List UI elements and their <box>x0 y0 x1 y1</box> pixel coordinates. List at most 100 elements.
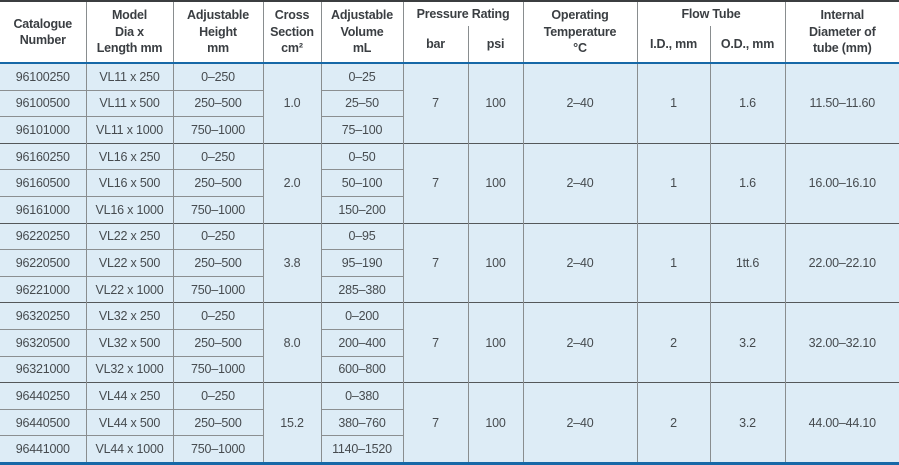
internal-diameter-cell: 32.00–32.10 <box>784 302 899 383</box>
adjustable-volume-cell: 25–50 <box>320 89 403 117</box>
adjustable-volume-cell: 200–400 <box>320 328 403 357</box>
table-row: 96101000 VL11 x 1000 750–1000 75–100 <box>0 116 899 144</box>
header-line: Section <box>270 24 314 39</box>
catalogue-number-cell: 96100250 <box>0 61 86 91</box>
header-line: Adjustable <box>331 8 393 23</box>
adjustable-volume-cell: 95–190 <box>320 249 403 277</box>
model-group-vl11: 96100250 VL11 x 250 0–250 1.0 0–25 7 100… <box>0 61 899 144</box>
table-row: 96161000 VL16 x 1000 750–1000 150–200 <box>0 195 899 224</box>
column-header-adjustable-volume: Adjustable Volume mL <box>320 1 403 63</box>
adjustable-height-cell: 750–1000 <box>172 195 263 224</box>
column-header-od-mm: O.D., mm <box>709 26 786 63</box>
catalogue-number-cell: 96220250 <box>0 222 86 250</box>
column-header-internal-diameter: Internal Diameter of tube (mm) <box>784 1 899 63</box>
model-group-vl44: 96440250 VL44 x 250 0–250 15.2 0–380 7 1… <box>0 382 899 464</box>
internal-diameter-cell: 16.00–16.10 <box>784 142 899 224</box>
flow-od-cell: 3.2 <box>709 302 786 383</box>
adjustable-volume-cell: 50–100 <box>320 169 403 197</box>
flow-id-cell: 2 <box>636 382 710 464</box>
pressure-psi-cell: 100 <box>467 382 523 464</box>
catalogue-number-cell: 96321000 <box>0 355 86 383</box>
pressure-psi-cell: 100 <box>467 302 523 383</box>
header-line: mL <box>352 41 372 56</box>
table-row: 96100500 VL11 x 500 250–500 25–50 <box>0 89 899 117</box>
catalogue-number-cell: 96160500 <box>0 169 86 197</box>
table-row: 96321000 VL32 x 1000 750–1000 600–800 <box>0 355 899 383</box>
header-line: Volume <box>340 24 384 39</box>
header-line: °C <box>573 41 587 56</box>
adjustable-volume-cell: 600–800 <box>320 355 403 383</box>
operating-temperature-cell: 2–40 <box>522 302 637 383</box>
flow-od-cell: 1.6 <box>709 142 786 224</box>
column-header-id-mm: I.D., mm <box>636 26 710 63</box>
header-line: Internal <box>820 8 865 23</box>
table-row: 96221000 VL22 x 1000 750–1000 285–380 <box>0 275 899 303</box>
model-group-vl32: 96320250 VL32 x 250 0–250 8.0 0–200 7 10… <box>0 302 899 383</box>
table-row: 96320250 VL32 x 250 0–250 8.0 0–200 7 10… <box>0 302 899 383</box>
header-line: Model <box>111 8 148 23</box>
adjustable-height-cell: 750–1000 <box>172 355 263 383</box>
header-line: Height <box>199 24 237 39</box>
adjustable-height-cell: 250–500 <box>172 328 263 357</box>
model-cell: VL11 x 1000 <box>85 116 173 144</box>
adjustable-volume-cell: 75–100 <box>320 116 403 144</box>
table-row: 96440250 VL44 x 250 0–250 15.2 0–380 7 1… <box>0 382 899 464</box>
pressure-bar-cell: 7 <box>402 142 468 224</box>
pressure-psi-cell: 100 <box>467 61 523 144</box>
catalogue-number-cell: 96320250 <box>0 302 86 330</box>
flow-od-cell: 1tt.6 <box>709 222 786 303</box>
pressure-psi-cell: 100 <box>467 142 523 224</box>
adjustable-height-cell: 0–250 <box>172 61 263 91</box>
model-group-vl22: 96220250 VL22 x 250 0–250 3.8 0–95 7 100… <box>0 222 899 303</box>
cross-section-cell: 15.2 <box>262 382 321 464</box>
table-row: 96320500 VL32 x 500 250–500 200–400 <box>0 328 899 357</box>
catalogue-number-cell: 96101000 <box>0 116 86 144</box>
pressure-bar-cell: 7 <box>402 61 468 144</box>
header-line: Temperature <box>543 24 617 39</box>
pressure-psi-cell: 100 <box>467 222 523 303</box>
adjustable-height-cell: 0–250 <box>172 302 263 330</box>
model-cell: VL11 x 250 <box>85 61 173 91</box>
header-line: Operating <box>551 8 609 23</box>
header-line: cm² <box>281 41 303 56</box>
column-header-psi: psi <box>467 26 523 63</box>
internal-diameter-cell: 44.00–44.10 <box>784 382 899 464</box>
flow-id-cell: 1 <box>636 142 710 224</box>
adjustable-volume-cell: 1140–1520 <box>320 435 403 464</box>
flow-od-cell: 1.6 <box>709 61 786 144</box>
model-cell: VL22 x 250 <box>85 222 173 250</box>
model-cell: VL32 x 1000 <box>85 355 173 383</box>
pressure-bar-cell: 7 <box>402 382 468 464</box>
column-header-cross-section: Cross Section cm² <box>262 1 321 63</box>
header-line: tube (mm) <box>812 41 872 56</box>
cross-section-cell: 1.0 <box>262 61 321 144</box>
header-line: Dia x <box>115 24 144 39</box>
catalogue-number-cell: 96441000 <box>0 435 86 464</box>
header-line: Cross <box>274 8 310 23</box>
internal-diameter-cell: 11.50–11.60 <box>784 61 899 144</box>
model-cell: VL44 x 500 <box>85 408 173 436</box>
adjustable-height-cell: 0–250 <box>172 382 263 410</box>
header-line: Catalogue <box>13 16 73 31</box>
table-row: 96100250 VL11 x 250 0–250 1.0 0–25 7 100… <box>0 61 899 144</box>
catalogue-number-cell: 96440250 <box>0 382 86 410</box>
catalogue-number-cell: 96161000 <box>0 195 86 224</box>
column-header-pressure-rating: Pressure Rating <box>402 1 523 26</box>
operating-temperature-cell: 2–40 <box>522 61 637 144</box>
catalogue-number-cell: 96440500 <box>0 408 86 436</box>
catalogue-number-cell: 96100500 <box>0 89 86 117</box>
table-row: 96440500 VL44 x 500 250–500 380–760 <box>0 408 899 436</box>
adjustable-volume-cell: 380–760 <box>320 408 403 436</box>
flow-id-cell: 1 <box>636 222 710 303</box>
adjustable-height-cell: 750–1000 <box>172 435 263 464</box>
model-cell: VL32 x 500 <box>85 328 173 357</box>
column-header-operating-temperature: Operating Temperature °C <box>522 1 637 63</box>
column-header-bar: bar <box>402 26 468 63</box>
header-line: Adjustable <box>187 8 249 23</box>
adjustable-height-cell: 750–1000 <box>172 275 263 303</box>
header-line: Length mm <box>96 41 163 56</box>
table-row: 96441000 VL44 x 1000 750–1000 1140–1520 <box>0 435 899 464</box>
table-header: Catalogue Number Model Dia x Length mm A… <box>0 1 899 63</box>
adjustable-volume-cell: 0–200 <box>320 302 403 330</box>
table-row: 96220500 VL22 x 500 250–500 95–190 <box>0 249 899 277</box>
